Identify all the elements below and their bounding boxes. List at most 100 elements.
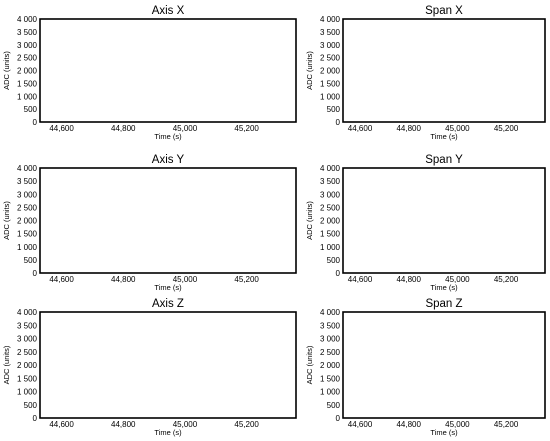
span-y-y-tick-label: 1 500 bbox=[320, 230, 341, 239]
axis-z-title: Axis Z bbox=[152, 298, 184, 310]
span-x-y-tick-label: 3 000 bbox=[320, 41, 341, 50]
axis-z-y-tick-label: 4 000 bbox=[17, 308, 38, 317]
axis-y-x-axis-label: Time (s) bbox=[154, 283, 182, 292]
span-x-panel: Span X 0 500 1 000 1 500 2 000 2 500 3 000 3 500… bbox=[305, 5, 546, 141]
span-z-y-tick-label: 1 000 bbox=[320, 388, 341, 397]
axis-y-y-tick-label: 3 500 bbox=[17, 177, 38, 186]
span-z-y-tick-label: 4 000 bbox=[320, 308, 341, 317]
span-z-frame bbox=[342, 311, 546, 419]
span-x-y-tick-label: 1 500 bbox=[320, 79, 341, 88]
axis-x-x-tick-label: 44,800 bbox=[111, 124, 136, 133]
axis-z-x-tick-label: 44,600 bbox=[49, 420, 74, 429]
axis-z-y-tick-label: 2 000 bbox=[17, 361, 38, 370]
span-z-y-tick-label: 1 500 bbox=[320, 374, 341, 383]
axis-y-y-tick-label: 2 000 bbox=[17, 217, 38, 226]
span-x-x-tick-label: 44,600 bbox=[348, 124, 373, 133]
span-y-y-tick-label: 3 000 bbox=[320, 190, 341, 199]
span-y-x-tick-label: 44,800 bbox=[396, 275, 421, 284]
span-z-y-tick-label: 2 000 bbox=[320, 361, 341, 370]
span-x-x-tick-label: 45,200 bbox=[494, 124, 519, 133]
axis-y-y-tick-label: 2 500 bbox=[17, 203, 38, 212]
axis-y-frame bbox=[39, 167, 297, 274]
span-y-y-tick-label: 1 000 bbox=[320, 243, 341, 252]
axis-z-y-tick-label: 0 bbox=[33, 414, 38, 423]
span-x-y-tick-label: 500 bbox=[327, 105, 341, 114]
span-z-y-tick-label: 3 000 bbox=[320, 335, 341, 344]
axis-x-y-tick-label: 3 500 bbox=[17, 28, 38, 37]
span-z-y-tick-label: 500 bbox=[327, 401, 341, 410]
span-y-y-tick-label: 2 500 bbox=[320, 203, 341, 212]
axis-z-y-tick-label: 3 000 bbox=[17, 335, 38, 344]
span-y-x-tick-label: 45,200 bbox=[494, 275, 519, 284]
axis-z-x-tick-label: 44,800 bbox=[111, 420, 136, 429]
axis-y-panel: Axis Y 0 500 1 000 1 500 2 000 2 500 3 000 3 500… bbox=[2, 154, 297, 292]
span-x-y-tick-label: 1 000 bbox=[320, 92, 341, 101]
axis-z-x-axis-label: Time (s) bbox=[154, 428, 182, 437]
axis-y-y-tick-label: 1 000 bbox=[17, 243, 38, 252]
axis-z-y-tick-label: 1 000 bbox=[17, 388, 38, 397]
axis-y-x-tick-label: 45,000 bbox=[173, 275, 198, 284]
span-y-title: Span Y bbox=[425, 154, 463, 166]
span-z-x-tick-label: 44,800 bbox=[396, 420, 421, 429]
span-y-y-axis-label: ADC (units) bbox=[305, 201, 314, 240]
axis-x-x-tick-label: 45,000 bbox=[173, 124, 198, 133]
span-z-x-tick-label: 44,600 bbox=[348, 420, 373, 429]
axis-y-y-tick-label: 4 000 bbox=[17, 164, 38, 173]
axis-z-frame bbox=[39, 311, 297, 419]
span-y-x-tick-label: 45,000 bbox=[445, 275, 470, 284]
span-z-panel: Span Z 0 500 1 000 1 500 2 000 2 500 3 000 3 500… bbox=[305, 298, 546, 437]
axis-x-y-tick-label: 2 500 bbox=[17, 54, 38, 63]
span-y-frame bbox=[342, 167, 546, 274]
axis-y-y-axis-label: ADC (units) bbox=[2, 201, 11, 240]
axis-x-y-tick-label: 1 500 bbox=[17, 79, 38, 88]
axis-z-y-axis-label: ADC (units) bbox=[2, 345, 11, 384]
axis-x-panel: Axis X 0 500 1 000 1 500 2 000 2 500 3 000 3 500… bbox=[2, 5, 297, 141]
axis-y-y-tick-label: 3 000 bbox=[17, 190, 38, 199]
span-y-y-tick-label: 4 000 bbox=[320, 164, 341, 173]
axis-z-y-tick-label: 2 500 bbox=[17, 348, 38, 357]
span-x-y-tick-label: 0 bbox=[336, 118, 341, 127]
axis-z-y-tick-label: 500 bbox=[24, 401, 38, 410]
axis-x-y-tick-label: 4 000 bbox=[17, 15, 38, 24]
axis-x-y-tick-label: 1 000 bbox=[17, 92, 38, 101]
span-z-x-tick-label: 45,200 bbox=[494, 420, 519, 429]
span-y-x-tick-label: 44,600 bbox=[348, 275, 373, 284]
axis-y-y-tick-label: 1 500 bbox=[17, 230, 38, 239]
axis-y-x-tick-label: 44,800 bbox=[111, 275, 136, 284]
span-z-y-tick-label: 2 500 bbox=[320, 348, 341, 357]
span-y-y-tick-label: 500 bbox=[327, 256, 341, 265]
axis-z-y-tick-label: 3 500 bbox=[17, 321, 38, 330]
axis-x-title: Axis X bbox=[152, 5, 185, 17]
axis-x-x-axis-label: Time (s) bbox=[154, 132, 182, 141]
span-x-title: Span X bbox=[425, 5, 463, 17]
span-z-x-tick-label: 45,000 bbox=[445, 420, 470, 429]
span-x-x-tick-label: 45,000 bbox=[445, 124, 470, 133]
span-z-y-tick-label: 3 500 bbox=[320, 321, 341, 330]
span-y-y-tick-label: 2 000 bbox=[320, 217, 341, 226]
span-z-title: Span Z bbox=[425, 298, 462, 310]
span-x-y-tick-label: 2 500 bbox=[320, 54, 341, 63]
span-y-y-tick-label: 0 bbox=[336, 269, 341, 278]
axis-x-frame bbox=[39, 18, 297, 123]
span-z-y-tick-label: 0 bbox=[336, 414, 341, 423]
span-y-y-tick-label: 3 500 bbox=[320, 177, 341, 186]
span-y-x-axis-label: Time (s) bbox=[430, 283, 458, 292]
span-z-y-axis-label: ADC (units) bbox=[305, 345, 314, 384]
axis-x-x-tick-label: 44,600 bbox=[49, 124, 74, 133]
axis-x-y-tick-label: 0 bbox=[33, 118, 38, 127]
axis-y-x-tick-label: 44,600 bbox=[49, 275, 74, 284]
axis-z-panel: Axis Z 0 500 1 000 1 500 2 000 2 500 3 000 3 500… bbox=[2, 298, 297, 437]
span-x-y-axis-label: ADC (units) bbox=[305, 51, 314, 90]
axis-z-x-tick-label: 45,000 bbox=[173, 420, 198, 429]
span-z-x-axis-label: Time (s) bbox=[430, 428, 458, 437]
span-x-frame bbox=[342, 18, 546, 123]
axis-z-y-tick-label: 1 500 bbox=[17, 374, 38, 383]
axis-y-title: Axis Y bbox=[152, 154, 185, 166]
axis-x-y-tick-label: 500 bbox=[24, 105, 38, 114]
axis-x-y-tick-label: 2 000 bbox=[17, 67, 38, 76]
span-x-y-tick-label: 2 000 bbox=[320, 67, 341, 76]
span-x-x-tick-label: 44,800 bbox=[396, 124, 421, 133]
axis-x-y-tick-label: 3 000 bbox=[17, 41, 38, 50]
axis-y-y-tick-label: 500 bbox=[24, 256, 38, 265]
